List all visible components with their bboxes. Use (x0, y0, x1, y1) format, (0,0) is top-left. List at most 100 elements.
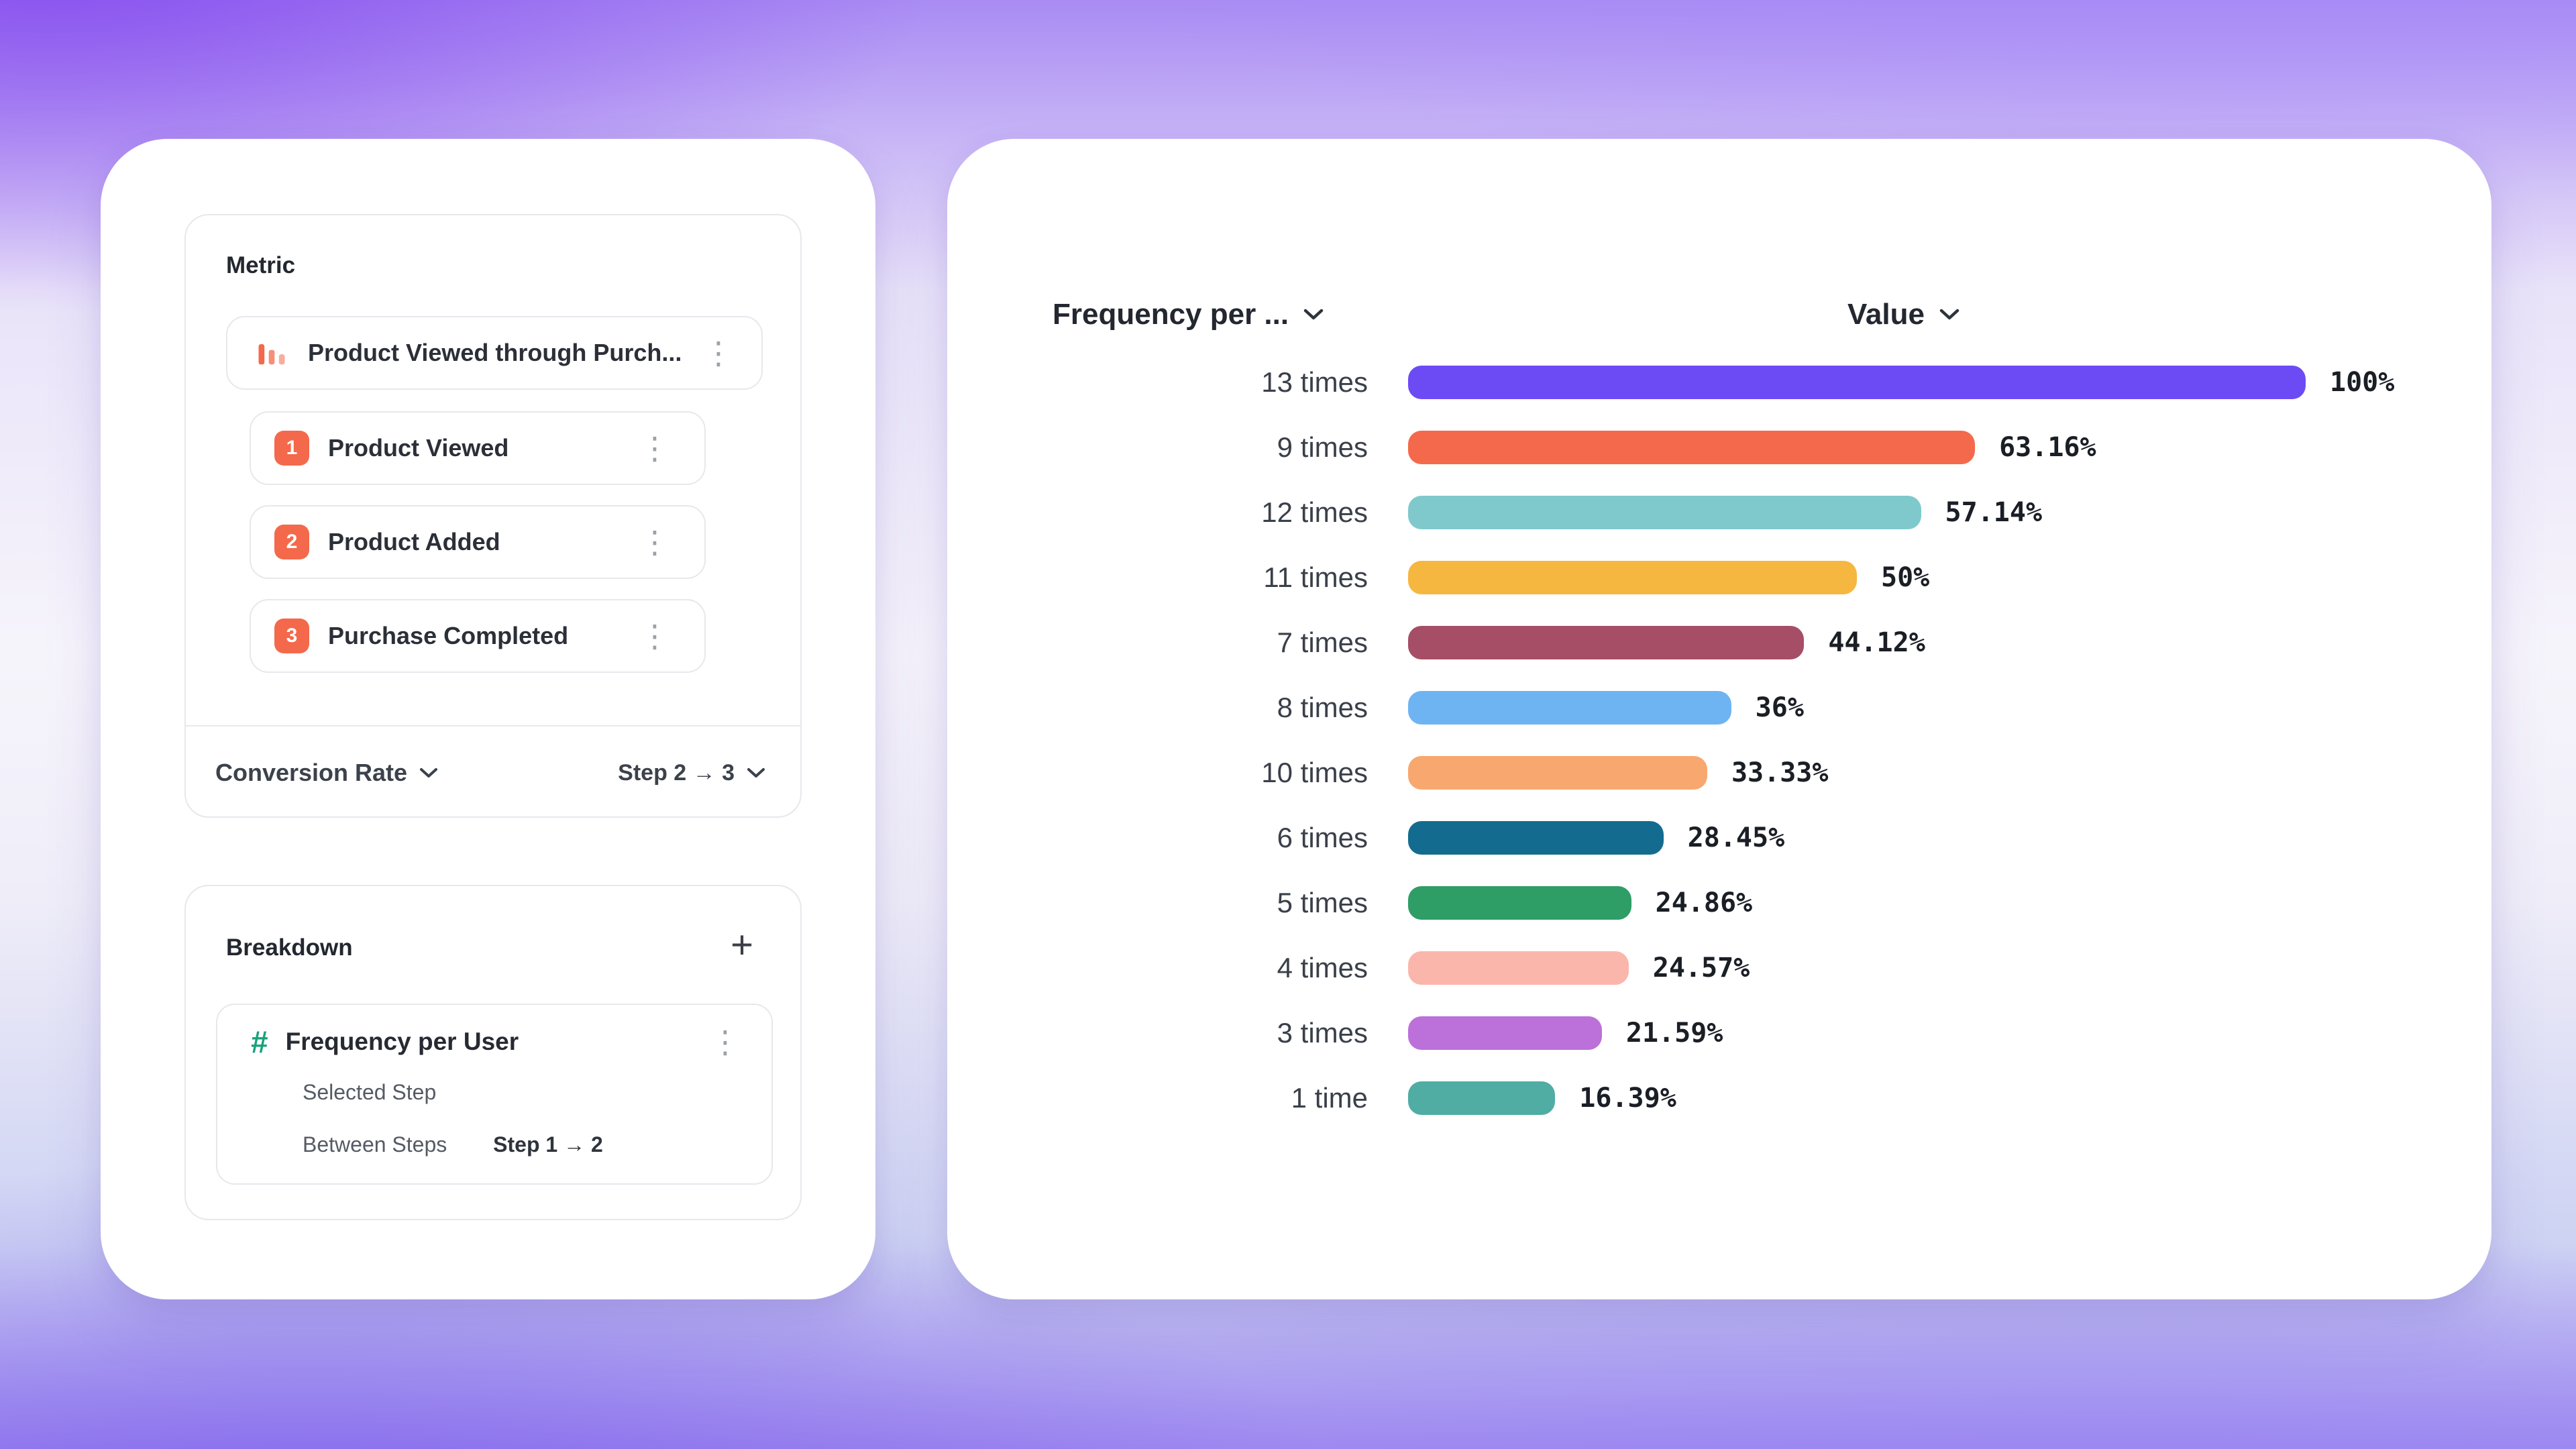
chart-card: Frequency per ... Value 13 times 100% 9 ti… (947, 139, 2491, 1299)
step-number-badge: 2 (274, 525, 309, 559)
bar-track: 24.57% (1408, 951, 2306, 985)
between-steps-option[interactable]: Between Steps Step 1 → 2 (303, 1132, 603, 1157)
step-range-dropdown[interactable]: Step 2 → 3 (618, 760, 765, 786)
bar[interactable] (1408, 1081, 1556, 1115)
chevron-down-icon (747, 767, 765, 779)
category-label: 5 times (1277, 886, 1368, 918)
bar-track: 63.16% (1408, 430, 2306, 464)
bar-track: 36% (1408, 690, 2306, 724)
bar[interactable] (1408, 625, 1805, 659)
value-label: 36% (1755, 692, 1804, 723)
funnel-step-2[interactable]: 2 Product Added ⋮ (250, 505, 706, 579)
breakdown-item-header: # Frequency per User ⋮ (217, 1005, 771, 1060)
chart-row: 12 times 57.14% (947, 480, 2491, 545)
bar[interactable] (1408, 951, 1629, 985)
bar[interactable] (1408, 885, 1631, 920)
step-label: Product Viewed (328, 434, 509, 462)
funnel-chart-icon (254, 335, 289, 370)
bar-track: 21.59% (1408, 1016, 2306, 1050)
bar[interactable] (1408, 690, 1731, 724)
step-label: Purchase Completed (328, 622, 569, 649)
value-label: 50% (1881, 561, 1930, 593)
conversion-rate-label: Conversion Rate (215, 759, 408, 786)
bar[interactable] (1408, 365, 2306, 399)
value-label: 24.57% (1652, 952, 1750, 983)
value-label: 44.12% (1828, 627, 1925, 658)
breakdown-section: Breakdown + # Frequency per User ⋮ Selec… (184, 885, 802, 1220)
bar-track: 24.86% (1408, 885, 2306, 920)
funnel-step-3[interactable]: 3 Purchase Completed ⋮ (250, 599, 706, 673)
category-label: 3 times (1277, 1016, 1368, 1049)
chevron-down-icon (1939, 309, 1960, 321)
value-label: 24.86% (1655, 887, 1753, 918)
chart-row: 7 times 44.12% (947, 610, 2491, 675)
funnel-step-1[interactable]: 1 Product Viewed ⋮ (250, 411, 706, 485)
numeric-property-icon: # (251, 1024, 268, 1059)
category-label: 7 times (1277, 626, 1368, 658)
category-label: 8 times (1277, 691, 1368, 723)
value-column-label: Value (1847, 298, 1925, 331)
bar[interactable] (1408, 755, 1707, 790)
between-steps-value[interactable]: Step 1 → 2 (493, 1132, 603, 1157)
category-label: 13 times (1261, 366, 1368, 398)
chart-row: 5 times 24.86% (947, 870, 2491, 935)
chart-row: 11 times 50% (947, 545, 2491, 610)
category-label: 9 times (1277, 431, 1368, 463)
chart-row: 3 times 21.59% (947, 1000, 2491, 1065)
value-label: 33.33% (1731, 757, 1829, 788)
between-steps-label: Between Steps (303, 1132, 447, 1157)
conversion-row: Conversion Rate Step 2 → 3 (186, 727, 800, 819)
value-column-dropdown[interactable]: Value (1847, 280, 1960, 350)
divider (186, 725, 800, 727)
bar[interactable] (1408, 1016, 1602, 1050)
category-label: 10 times (1261, 756, 1368, 788)
chart-row: 10 times 33.33% (947, 740, 2491, 805)
chevron-down-icon (1303, 309, 1324, 321)
category-column-label: Frequency per ... (1053, 298, 1289, 331)
metric-section: Metric Product Viewed through Purch... ⋮… (184, 214, 802, 818)
bar[interactable] (1408, 560, 1857, 594)
bar[interactable] (1408, 495, 1921, 529)
kebab-menu-icon[interactable]: ⋮ (710, 1024, 741, 1059)
value-label: 63.16% (1999, 431, 2096, 463)
category-label: 1 time (1291, 1081, 1368, 1114)
step-range-label: Step 2 → 3 (618, 759, 735, 786)
chevron-down-icon (419, 767, 438, 779)
kebab-menu-icon[interactable]: ⋮ (703, 335, 734, 370)
step-number-badge: 1 (274, 431, 309, 466)
breakdown-item-name: Frequency per User (285, 1028, 519, 1055)
category-column-dropdown[interactable]: Frequency per ... (1053, 280, 1324, 350)
value-label: 57.14% (1945, 496, 2043, 528)
chart-row: 9 times 63.16% (947, 415, 2491, 480)
add-breakdown-button[interactable]: + (731, 922, 753, 967)
funnel-metric-label: Product Viewed through Purch... (308, 339, 682, 366)
step-number-badge: 3 (274, 619, 309, 653)
breakdown-item[interactable]: # Frequency per User ⋮ Selected Step Bet… (216, 1004, 773, 1185)
category-label: 11 times (1263, 561, 1368, 593)
chart-row: 4 times 24.57% (947, 935, 2491, 1000)
kebab-menu-icon[interactable]: ⋮ (639, 431, 670, 466)
bar-track: 33.33% (1408, 755, 2306, 790)
conversion-rate-dropdown[interactable]: Conversion Rate (215, 759, 438, 787)
chart-rows: 13 times 100% 9 times 63.16% 12 times 57.14% 1… (947, 350, 2491, 1130)
query-builder-card: Metric Product Viewed through Purch... ⋮… (101, 139, 875, 1299)
bar[interactable] (1408, 820, 1664, 855)
category-label: 12 times (1261, 496, 1368, 528)
category-label: 4 times (1277, 951, 1368, 983)
selected-step-option[interactable]: Selected Step (303, 1080, 437, 1104)
chart-row: 13 times 100% (947, 350, 2491, 415)
metric-section-title: Metric (226, 252, 296, 278)
category-label: 6 times (1277, 821, 1368, 853)
funnel-metric-item[interactable]: Product Viewed through Purch... ⋮ (226, 316, 763, 390)
bar-track: 57.14% (1408, 495, 2306, 529)
bar[interactable] (1408, 430, 1976, 464)
chart-header: Frequency per ... Value (947, 280, 2491, 350)
kebab-menu-icon[interactable]: ⋮ (639, 619, 670, 653)
bar-track: 100% (1408, 365, 2394, 399)
kebab-menu-icon[interactable]: ⋮ (639, 525, 670, 559)
bar-track: 50% (1408, 560, 2306, 594)
bar-track: 16.39% (1408, 1081, 2306, 1115)
chart-row: 1 time 16.39% (947, 1065, 2491, 1130)
chart-row: 6 times 28.45% (947, 805, 2491, 870)
value-label: 21.59% (1625, 1017, 1723, 1049)
